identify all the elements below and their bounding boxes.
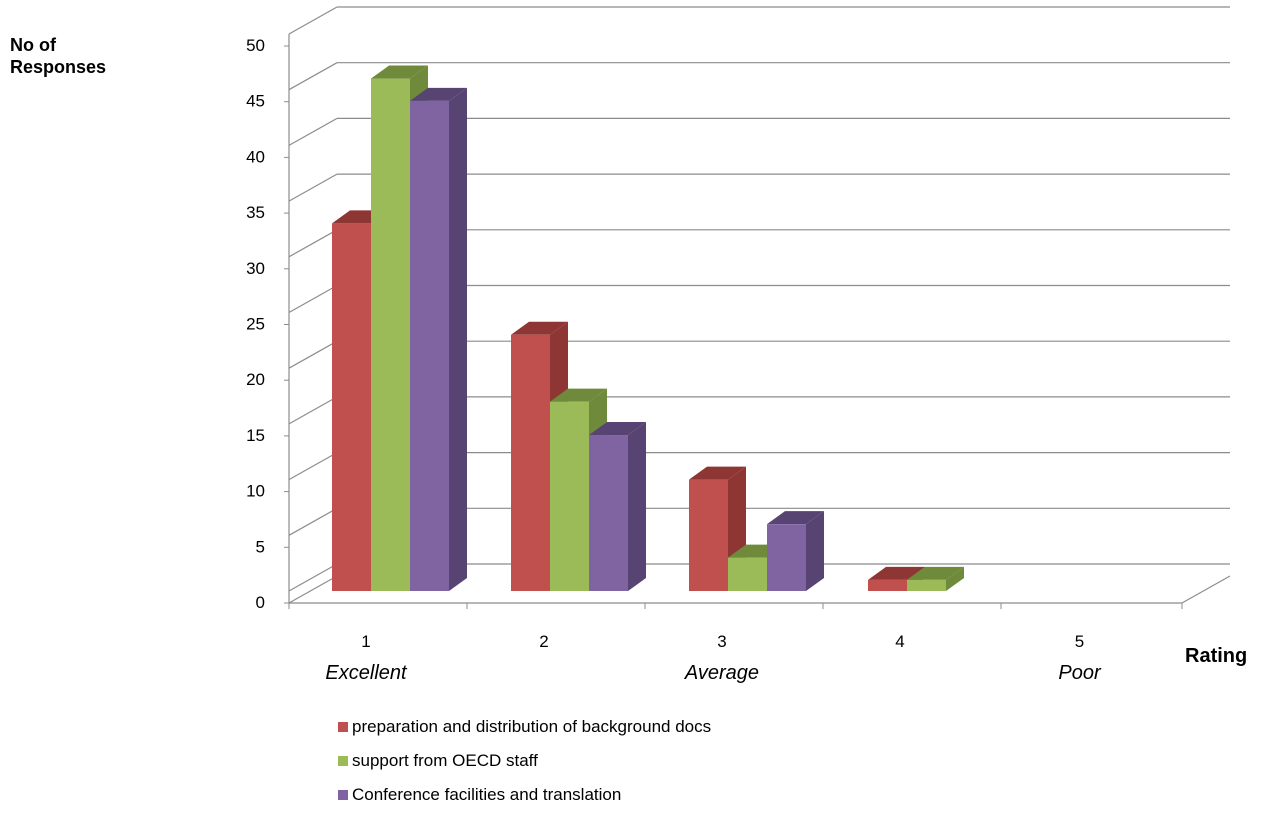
y-tick-label: 15 (246, 426, 265, 445)
bar-top (767, 511, 824, 525)
bar-front (907, 579, 946, 591)
gridline-side (288, 452, 338, 481)
x-tick-label: 2 (539, 632, 548, 651)
gridline-side (288, 117, 338, 146)
x-tick-label: 5 (1075, 632, 1084, 651)
y-tick-label: 35 (246, 203, 265, 222)
x-axis-title: Rating (1185, 645, 1248, 667)
gridline-side (288, 6, 338, 35)
bar-front (550, 401, 589, 591)
gridline-side (288, 340, 338, 369)
bar-side (628, 422, 646, 591)
legend-item-oecd-staff: support from OECD staff (338, 751, 711, 770)
bar-top (907, 566, 964, 580)
legend-swatch-green (338, 756, 348, 766)
bar-side (946, 566, 964, 591)
gridline-side (288, 173, 338, 202)
bar-top (511, 321, 568, 335)
bar-top (589, 422, 646, 436)
x-tick-label: 1 (361, 632, 370, 651)
y-tick-label: 5 (256, 537, 265, 556)
bar-top (410, 87, 467, 101)
y-axis-ticks: 0 5 10 15 20 25 30 35 40 45 50 (246, 36, 289, 612)
y-tick-label: 40 (246, 147, 265, 166)
bar-front (589, 435, 628, 591)
y-tick-label: 45 (246, 92, 265, 111)
legend-label: Conference facilities and translation (352, 785, 622, 804)
legend: preparation and distribution of backgrou… (338, 717, 712, 820)
bar-top (689, 466, 746, 480)
gridline-side (288, 507, 338, 536)
legend-swatch-red (338, 722, 348, 732)
y-tick-label: 50 (246, 36, 265, 55)
x-category-sublabel: Excellent (325, 662, 408, 684)
bars (332, 65, 964, 591)
bar-front (728, 557, 767, 591)
bar-side (449, 87, 467, 591)
bar (410, 87, 467, 591)
bar-front (332, 223, 371, 591)
x-category-sublabel: Average (684, 662, 759, 684)
bar-top (868, 566, 925, 580)
y-tick-label: 30 (246, 259, 265, 278)
legend-label: support from OECD staff (352, 751, 538, 770)
legend-swatch-purple (338, 790, 348, 800)
bar-front (767, 524, 806, 591)
y-axis-title-text: No of Responses (10, 35, 107, 77)
gridlines (288, 6, 1231, 604)
y-tick-label: 10 (246, 482, 265, 501)
bar-front (511, 334, 550, 591)
bar-front (371, 78, 410, 591)
legend-item-background-docs: preparation and distribution of backgrou… (338, 717, 712, 736)
bar-side (806, 511, 824, 591)
gridline-side (288, 284, 338, 314)
bar (907, 566, 964, 591)
gridline-side (288, 62, 338, 91)
y-tick-label: 20 (246, 370, 265, 389)
legend-label: preparation and distribution of backgrou… (352, 717, 712, 736)
gridline-side (288, 229, 338, 258)
legend-item-conference-facilities: Conference facilities and translation (338, 785, 711, 804)
bar-front (868, 579, 907, 591)
y-axis-title: No of Responses (10, 34, 106, 78)
bar-front (410, 100, 449, 591)
x-axis: 1 Excellent 2 3 Average 4 5 Poor (288, 603, 1183, 684)
bar-front (689, 479, 728, 591)
x-category-sublabel: Poor (1058, 662, 1102, 684)
gridline-side (288, 563, 338, 592)
bar (767, 511, 824, 591)
bar-top (371, 65, 428, 79)
x-tick-label: 4 (895, 632, 904, 651)
gridline-side (288, 396, 338, 425)
bar (589, 422, 646, 591)
floor-right-edge (1181, 575, 1231, 604)
floor-left-edge (288, 575, 338, 604)
y-tick-label: 25 (246, 315, 265, 334)
y-tick-label: 0 (256, 593, 265, 612)
bar-top (550, 388, 607, 402)
x-tick-label: 3 (717, 632, 726, 651)
